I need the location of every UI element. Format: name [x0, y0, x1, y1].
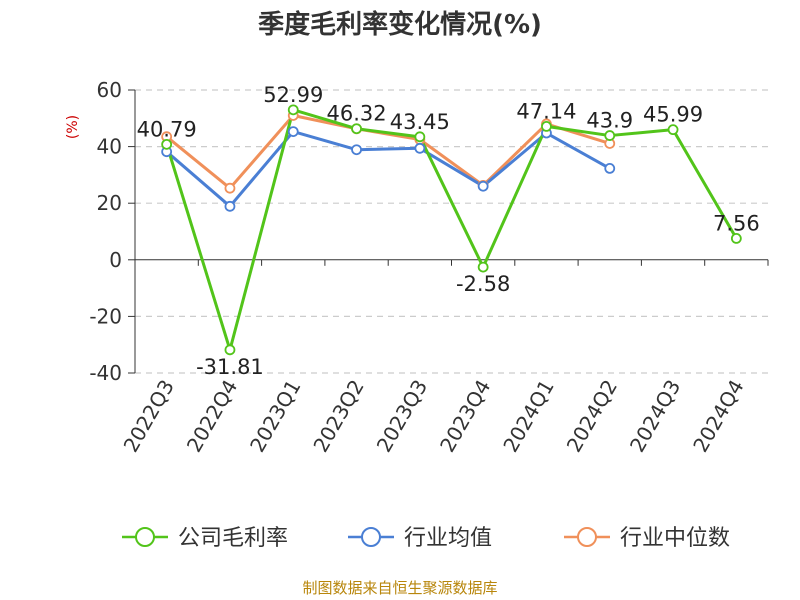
- legend-item: 行业中位数: [564, 526, 730, 551]
- data-point: [287, 126, 299, 138]
- data-point: [477, 261, 489, 273]
- axes: [128, 89, 769, 374]
- series-line: [165, 130, 611, 208]
- data-point: [161, 138, 173, 150]
- data-point: [224, 200, 236, 212]
- y-tick-labels: -40 -20 0 20 40 60: [89, 78, 122, 385]
- data-label: 7.56: [713, 211, 760, 235]
- x-tick-label: 2024Q3: [625, 376, 685, 457]
- data-point: [224, 344, 236, 356]
- x-tick-label: 2022Q4: [182, 376, 242, 457]
- data-label: 47.14: [516, 99, 576, 123]
- data-label: 46.32: [326, 102, 386, 126]
- y-tick-label: 60: [97, 78, 122, 102]
- series-line: [165, 108, 738, 352]
- x-tick-labels: 2022Q3 2022Q4 2023Q1 2023Q2 2023Q3 2023Q4 2024…: [119, 376, 749, 457]
- chart-title: 季度毛利率变化情况(%): [258, 9, 542, 40]
- x-tick-label: 2024Q1: [498, 376, 558, 457]
- data-label: 52.99: [263, 83, 323, 107]
- legend-marker: [577, 527, 597, 547]
- legend-label: 行业均值: [404, 526, 492, 551]
- data-point: [351, 144, 362, 156]
- source-note: 制图数据来自恒生聚源数据库: [302, 579, 497, 597]
- data-point: [604, 130, 616, 141]
- data-label: -2.58: [456, 272, 510, 296]
- x-tick-label: 2024Q2: [562, 376, 622, 457]
- data-point: [224, 182, 236, 194]
- y-tick-label: 40: [97, 135, 122, 159]
- data-point: [351, 123, 362, 135]
- data-point: [414, 131, 426, 143]
- legend: 公司毛利率 行业均值 行业中位数: [122, 526, 730, 551]
- x-tick-label: 2022Q3: [119, 376, 179, 457]
- y-axis-label: (%): [65, 115, 81, 139]
- data-point: [287, 104, 299, 116]
- x-tick-label: 2023Q2: [308, 376, 368, 457]
- x-tick-label: 2024Q4: [688, 376, 748, 457]
- data-label: 43.9: [586, 109, 633, 133]
- data-point: [667, 124, 679, 136]
- x-tick-label: 2023Q4: [435, 376, 495, 457]
- data-label: 40.79: [137, 117, 197, 141]
- x-tick-label: 2023Q1: [245, 376, 305, 457]
- series-points: [161, 104, 742, 356]
- y-tick-label: 0: [109, 248, 122, 272]
- legend-item: 行业均值: [348, 526, 492, 551]
- data-label: -31.81: [196, 355, 264, 379]
- y-tick-label: -20: [89, 304, 122, 328]
- legend-label: 行业中位数: [620, 526, 730, 551]
- y-tick-label: 20: [97, 191, 122, 215]
- data-point: [541, 120, 552, 132]
- legend-label: 公司毛利率: [178, 526, 288, 551]
- data-point: [414, 142, 426, 154]
- series-lines: [165, 108, 738, 352]
- legend-item: 公司毛利率: [122, 526, 288, 551]
- data-point: [477, 180, 489, 192]
- y-tick-label: -40: [89, 361, 122, 385]
- data-label: 43.45: [390, 110, 450, 134]
- x-tick-label: 2023Q3: [372, 376, 432, 457]
- legend-marker: [361, 527, 381, 547]
- data-point: [730, 233, 742, 244]
- legend-marker: [135, 527, 155, 547]
- data-label: 45.99: [643, 103, 703, 127]
- data-point: [604, 162, 616, 174]
